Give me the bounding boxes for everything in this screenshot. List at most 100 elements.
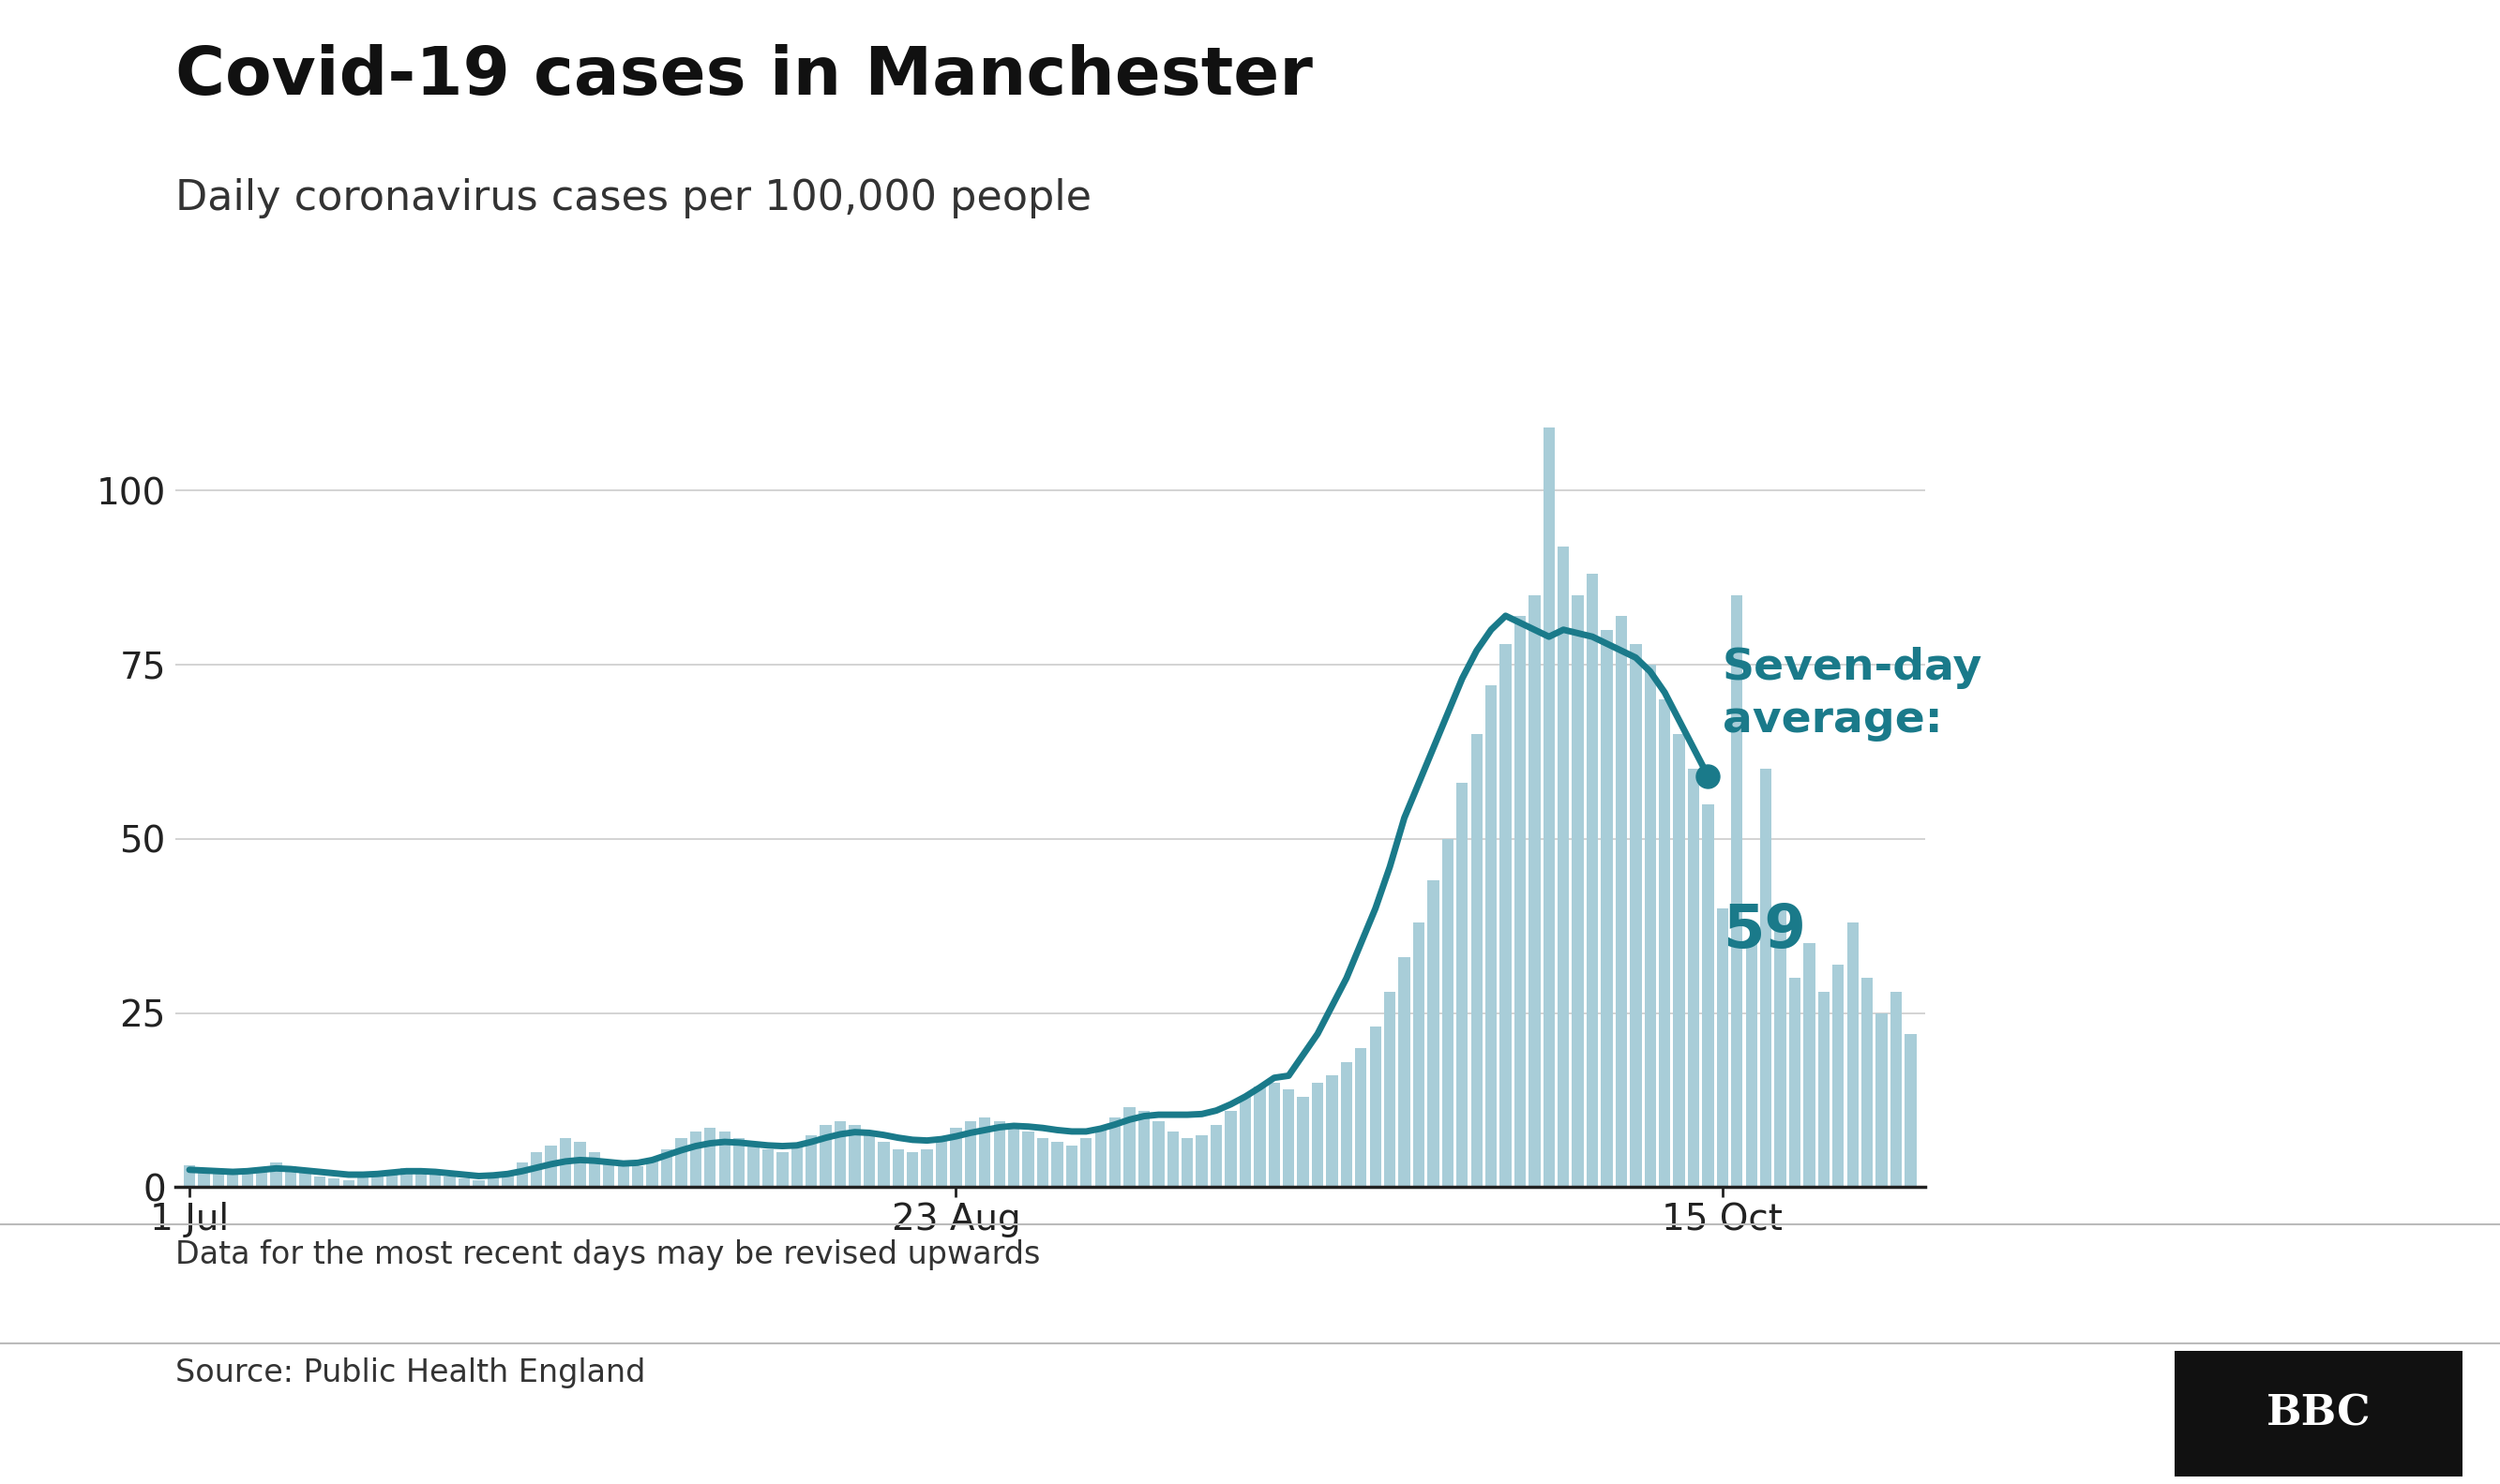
- Bar: [1775, 908, 1785, 1187]
- Bar: [1760, 769, 1772, 1187]
- Text: Daily coronavirus cases per 100,000 people: Daily coronavirus cases per 100,000 peop…: [175, 178, 1090, 218]
- Bar: [357, 1177, 370, 1187]
- Bar: [473, 1180, 485, 1187]
- Bar: [1572, 595, 1582, 1187]
- Bar: [1718, 908, 1728, 1187]
- Bar: [1110, 1117, 1120, 1187]
- Bar: [1065, 1146, 1077, 1187]
- Bar: [1542, 427, 1555, 1187]
- Bar: [545, 1146, 558, 1187]
- Bar: [1863, 978, 1873, 1187]
- Bar: [1848, 923, 1858, 1187]
- Bar: [675, 1138, 688, 1187]
- Bar: [1802, 944, 1815, 1187]
- Bar: [1125, 1107, 1135, 1187]
- Bar: [908, 1153, 918, 1187]
- Bar: [720, 1131, 730, 1187]
- Bar: [1283, 1089, 1295, 1187]
- Bar: [748, 1146, 760, 1187]
- Bar: [1340, 1061, 1352, 1187]
- Bar: [850, 1125, 860, 1187]
- Bar: [602, 1159, 615, 1187]
- Bar: [1240, 1097, 1250, 1187]
- Bar: [243, 1172, 253, 1187]
- Bar: [1875, 1014, 1888, 1187]
- Bar: [935, 1138, 948, 1187]
- Bar: [633, 1166, 643, 1187]
- Bar: [1038, 1138, 1048, 1187]
- Bar: [198, 1169, 210, 1187]
- Bar: [1745, 944, 1758, 1187]
- Bar: [690, 1131, 703, 1187]
- Bar: [1600, 629, 1612, 1187]
- Bar: [400, 1168, 412, 1187]
- Bar: [1080, 1138, 1092, 1187]
- Text: BBC: BBC: [2268, 1393, 2370, 1434]
- Bar: [255, 1168, 267, 1187]
- Bar: [1195, 1135, 1208, 1187]
- Bar: [965, 1120, 975, 1187]
- Bar: [705, 1128, 715, 1187]
- Bar: [213, 1174, 225, 1187]
- Bar: [1182, 1138, 1192, 1187]
- Bar: [1645, 665, 1655, 1187]
- Bar: [1022, 1131, 1035, 1187]
- Bar: [1138, 1110, 1150, 1187]
- Bar: [1052, 1141, 1062, 1187]
- Bar: [892, 1149, 905, 1187]
- Bar: [762, 1149, 775, 1187]
- Bar: [1528, 595, 1540, 1187]
- Bar: [1630, 644, 1642, 1187]
- Bar: [1398, 957, 1410, 1187]
- Bar: [835, 1120, 845, 1187]
- Bar: [1168, 1131, 1178, 1187]
- Bar: [648, 1159, 658, 1187]
- Bar: [315, 1177, 325, 1187]
- Text: Seven-day
average:: Seven-day average:: [1722, 647, 1982, 741]
- Bar: [575, 1141, 585, 1187]
- Bar: [1225, 1110, 1238, 1187]
- Bar: [1890, 993, 1902, 1187]
- Bar: [1385, 993, 1395, 1187]
- Bar: [1095, 1128, 1108, 1187]
- Bar: [1660, 699, 1670, 1187]
- Bar: [228, 1175, 238, 1187]
- Bar: [993, 1120, 1005, 1187]
- Bar: [1515, 616, 1525, 1187]
- Bar: [790, 1146, 803, 1187]
- Bar: [660, 1149, 673, 1187]
- Bar: [1428, 880, 1440, 1187]
- Bar: [1905, 1034, 1918, 1187]
- Bar: [1457, 784, 1467, 1187]
- Bar: [1370, 1027, 1380, 1187]
- Bar: [270, 1163, 283, 1187]
- Bar: [372, 1174, 382, 1187]
- Bar: [285, 1166, 298, 1187]
- Bar: [805, 1135, 818, 1187]
- Bar: [1325, 1076, 1338, 1187]
- Bar: [923, 1149, 932, 1187]
- Bar: [862, 1131, 875, 1187]
- Bar: [1152, 1120, 1165, 1187]
- Bar: [1703, 804, 1715, 1187]
- Text: Data for the most recent days may be revised upwards: Data for the most recent days may be rev…: [175, 1239, 1040, 1270]
- Bar: [732, 1138, 745, 1187]
- Bar: [458, 1178, 470, 1187]
- Bar: [502, 1174, 512, 1187]
- Text: Covid-19 cases in Manchester: Covid-19 cases in Manchester: [175, 45, 1313, 110]
- Bar: [1588, 574, 1598, 1187]
- Bar: [518, 1163, 528, 1187]
- Bar: [343, 1180, 355, 1187]
- Bar: [1500, 644, 1512, 1187]
- Bar: [488, 1177, 500, 1187]
- Text: 59: 59: [1722, 901, 1805, 960]
- Bar: [1355, 1048, 1368, 1187]
- Bar: [1298, 1097, 1310, 1187]
- Bar: [1255, 1086, 1265, 1187]
- Bar: [980, 1117, 990, 1187]
- Bar: [950, 1128, 963, 1187]
- Bar: [385, 1169, 398, 1187]
- Bar: [182, 1165, 195, 1187]
- Bar: [1210, 1125, 1222, 1187]
- Bar: [820, 1125, 833, 1187]
